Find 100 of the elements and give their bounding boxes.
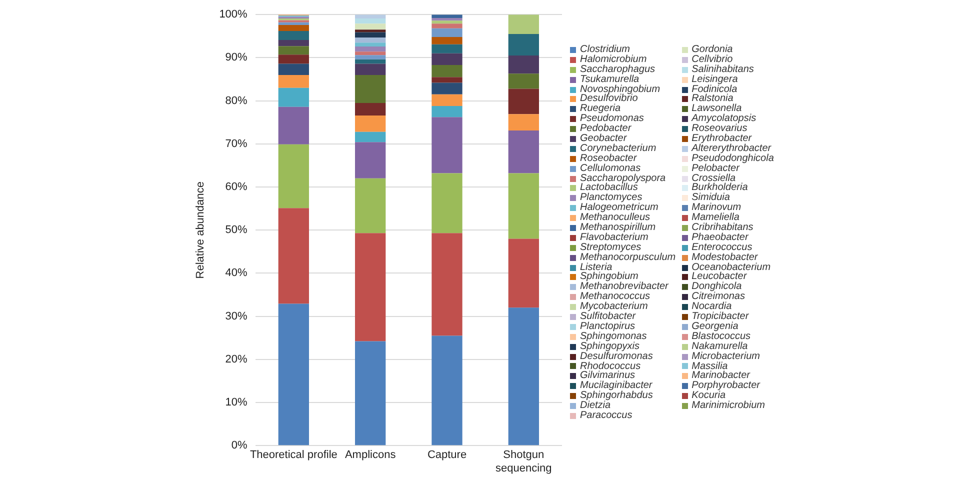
legend-label: Pseudodonghicola (692, 152, 774, 164)
bar (432, 65, 462, 78)
legend-label: Saccharophagus (580, 64, 656, 75)
legend-label: Streptomyces (580, 242, 642, 253)
bar (432, 53, 462, 66)
y-tick-label: 50% (225, 224, 248, 236)
bar (355, 46, 386, 52)
x-tick-label: Shotgun sequencing (496, 449, 552, 474)
bar (432, 117, 462, 174)
bar (355, 142, 386, 178)
bar (355, 37, 386, 43)
y-tick-label: 0% (231, 440, 248, 452)
bar (355, 14, 386, 18)
legend-label: Desulfovibrio (580, 93, 638, 104)
legend-label: Pseudomonas (580, 113, 644, 124)
bar (355, 132, 386, 142)
bar (432, 106, 462, 118)
bar (432, 94, 462, 106)
legend-label: Pelobacter (692, 162, 740, 174)
legend-label: Halogeometricum (580, 202, 658, 214)
bar (508, 34, 539, 56)
y-axis-title: Relative abundance (194, 181, 207, 279)
y-tick-label: 10% (225, 396, 248, 409)
bar (355, 115, 386, 132)
legend-label: Enterococcus (692, 242, 752, 253)
legend-label: Burkholderia (692, 182, 748, 194)
legend-label: Clostridium (580, 44, 630, 55)
bar (278, 64, 309, 75)
legend-label: Kocuria (692, 390, 726, 402)
bar (508, 74, 539, 89)
y-tick-label: 30% (225, 310, 248, 322)
legend-label: Geobacter (580, 133, 627, 144)
legend-label: Blastococcus (692, 330, 751, 342)
legend-label: Lactobacillus (580, 182, 638, 194)
legend-label: Cellvibrio (692, 54, 733, 65)
legend-label: Altererythrobacter (692, 142, 772, 154)
bar (432, 82, 462, 94)
bar (508, 173, 539, 239)
legend-label: Gilvimarinus (580, 370, 636, 382)
bar (278, 74, 309, 88)
bar (355, 55, 386, 60)
bar (278, 88, 309, 107)
bar (432, 44, 462, 54)
legend-label: Listeria (580, 262, 612, 273)
legend-label: Salinihabitans (692, 64, 754, 75)
y-tick-label: 90% (225, 52, 248, 64)
bar (278, 30, 309, 40)
legend-label: Methanococcus (580, 291, 650, 302)
bar (508, 238, 539, 308)
legend-label: Citreimonas (692, 291, 745, 302)
bar (355, 102, 386, 116)
legend-label: Leucobacter (692, 271, 747, 282)
legend-label: Nakamurella (692, 340, 748, 352)
legend-label: Massilia (692, 360, 728, 372)
y-tick-label: 20% (225, 353, 248, 366)
legend-label: Ralstonia (692, 93, 734, 104)
legend-label: Cellulomonas (580, 162, 641, 174)
legend-label: Planctopirus (580, 320, 636, 332)
bar (355, 24, 386, 30)
bar (508, 308, 539, 446)
bar (432, 37, 462, 44)
bar (508, 56, 539, 74)
legend-label: Tropicibacter (692, 311, 749, 322)
bar (432, 77, 462, 83)
legend-label: Gordonia (692, 44, 733, 55)
legend-label: Sphingorhabdus (580, 390, 653, 402)
legend-label: Planctomyces (580, 192, 642, 204)
legend-label: Porphyrobacter (692, 380, 760, 392)
legend-label: Cribrihabitans (692, 222, 754, 234)
bar (432, 18, 462, 21)
legend-label: Methanoculleus (580, 212, 650, 224)
bar (355, 74, 386, 103)
x-tick-label: Amplicons (344, 449, 396, 462)
legend-label: Microbacterium (692, 350, 760, 362)
legend-label: Amycolatopsis (692, 113, 756, 124)
legend-label: Oceanobacterium (692, 262, 771, 273)
y-tick-label: 100% (219, 8, 248, 21)
legend-label: Erythrobacter (692, 133, 752, 144)
legend-label: Paracoccus (580, 410, 632, 421)
bar (278, 208, 309, 304)
legend-label: Rhodococcus (580, 360, 641, 372)
bar (355, 18, 386, 24)
legend-label: Georgenia (692, 320, 738, 332)
legend-label: Ruegeria (580, 103, 621, 114)
legend-label: Saccharopolyspora (580, 172, 666, 184)
bar (278, 106, 309, 144)
legend-label: Sphingopyxis (580, 340, 640, 352)
legend-label: Donghicola (692, 281, 742, 292)
legend-label: Methanospirillum (580, 222, 656, 234)
legend-label: Roseobacter (580, 152, 637, 164)
legend-label: Crossiella (692, 172, 736, 184)
legend-label: Dietzia (580, 400, 611, 412)
bar (278, 144, 309, 208)
legend-label: Tsukamurella (580, 74, 640, 85)
legend-label: Phaeobacter (692, 232, 748, 243)
legend-label: Mucilaginibacter (580, 380, 652, 392)
y-tick-label: 80% (225, 94, 248, 107)
bar (278, 22, 309, 25)
bar (432, 173, 462, 234)
bar (508, 88, 539, 114)
